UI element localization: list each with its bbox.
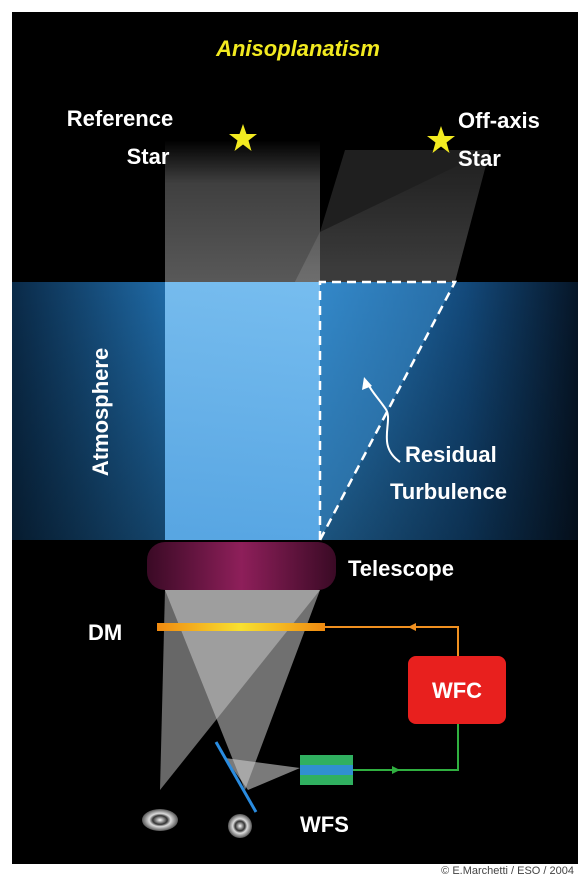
deformable-mirror bbox=[157, 623, 325, 631]
wfs-box bbox=[300, 765, 353, 775]
credit: © E.Marchetti / ESO / 2004 bbox=[441, 865, 574, 877]
wfc-box bbox=[408, 656, 506, 724]
reference-star-icon bbox=[229, 124, 257, 151]
telescope-label: Telescope bbox=[348, 556, 454, 581]
reference-beam bbox=[165, 140, 320, 285]
reference-star-label: Star bbox=[127, 144, 170, 169]
reference-beam-atmosphere bbox=[165, 282, 320, 540]
image-spot bbox=[228, 814, 252, 838]
control-line bbox=[325, 626, 459, 656]
beam-lower bbox=[165, 590, 320, 790]
reference-star-label: Reference bbox=[67, 106, 173, 131]
off-axis-beam bbox=[165, 150, 490, 540]
off-axis-star-label: Star bbox=[458, 146, 501, 171]
arrow-head bbox=[362, 377, 372, 390]
arrow-head bbox=[408, 623, 416, 631]
residual-region bbox=[318, 280, 458, 541]
atmosphere-label: Atmosphere bbox=[88, 348, 113, 476]
telescope bbox=[147, 542, 336, 590]
off-axis-star-icon bbox=[427, 126, 455, 153]
turbulence-arrow bbox=[367, 383, 401, 463]
image-spot bbox=[142, 809, 178, 831]
wfs-box bbox=[300, 775, 353, 785]
turbulence-label: Turbulence bbox=[390, 479, 507, 504]
arrow-head bbox=[392, 766, 400, 774]
beam-splitter bbox=[214, 741, 258, 813]
wfs-box bbox=[300, 755, 353, 765]
off-axis-star-label: Off-axis bbox=[458, 108, 540, 133]
sensor-line bbox=[352, 724, 459, 771]
dm-label: DM bbox=[88, 620, 122, 645]
wfs-label: WFS bbox=[300, 812, 349, 837]
wfc-label: WFC bbox=[432, 678, 482, 703]
turbulence-label: Residual bbox=[405, 442, 497, 467]
title: Anisoplanatism bbox=[215, 36, 380, 61]
off-axis-beam-top bbox=[320, 150, 490, 282]
wfs-beam bbox=[225, 758, 300, 790]
